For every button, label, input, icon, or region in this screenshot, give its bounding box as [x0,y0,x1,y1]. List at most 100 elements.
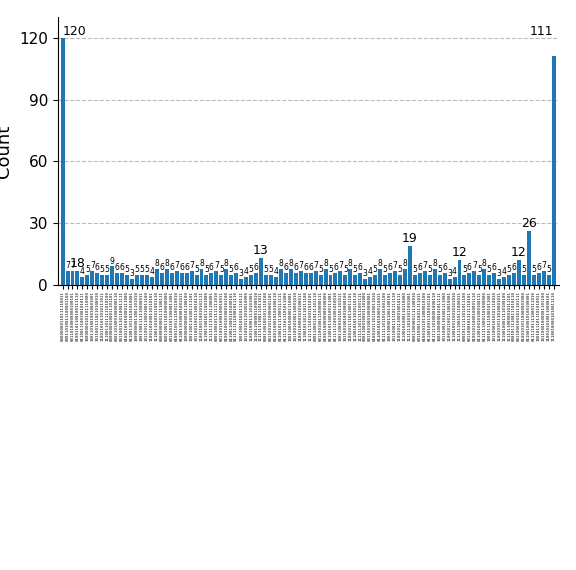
Bar [463,275,467,285]
Text: 7: 7 [70,261,75,270]
Bar [125,275,129,285]
Text: 111: 111 [530,25,554,38]
Bar [507,275,511,285]
Text: 12: 12 [452,246,467,259]
Bar [160,272,164,285]
Text: 6: 6 [418,263,422,272]
Bar [428,275,431,285]
Bar [190,271,194,285]
Text: 5: 5 [318,265,323,274]
Text: 7: 7 [175,261,179,270]
Bar [81,277,85,285]
Bar [284,272,288,285]
Bar [324,268,328,285]
Bar [418,272,422,285]
Bar [264,275,268,285]
Text: 6: 6 [120,263,124,272]
Bar [339,271,342,285]
Bar [115,272,119,285]
Text: 7: 7 [298,261,303,270]
Bar [497,279,501,285]
Bar [532,275,536,285]
Bar [328,275,332,285]
Bar [363,279,367,285]
Bar [492,272,496,285]
Text: 7: 7 [338,261,343,270]
Text: 13: 13 [253,244,269,257]
Text: 4: 4 [452,267,457,276]
Text: 4: 4 [502,267,506,276]
Bar [309,272,313,285]
Text: 5: 5 [145,265,149,274]
Text: 4: 4 [274,267,278,276]
Text: 5: 5 [219,265,223,274]
Text: 5: 5 [547,265,551,274]
Bar [408,246,412,285]
Bar [195,275,199,285]
Text: 6: 6 [308,263,313,272]
Text: 6: 6 [536,263,541,272]
Text: 7: 7 [472,261,477,270]
Bar [175,271,179,285]
Bar [358,272,362,285]
Bar [368,277,372,285]
Bar [130,279,134,285]
Text: 6: 6 [115,263,120,272]
Text: 6: 6 [303,263,308,272]
Bar [472,271,476,285]
Text: 8: 8 [289,259,293,268]
Text: 9: 9 [110,257,115,266]
Text: 5: 5 [532,265,536,274]
Bar [155,268,159,285]
Text: 7: 7 [189,261,194,270]
Text: 7: 7 [422,261,427,270]
Text: 3: 3 [497,270,502,278]
Bar [512,272,516,285]
Text: 8: 8 [403,259,407,268]
Text: 3: 3 [447,270,452,278]
Text: 7: 7 [90,261,95,270]
Bar [214,271,218,285]
Text: 5: 5 [507,265,511,274]
Bar [383,275,387,285]
Text: 7: 7 [65,261,70,270]
Bar [343,275,347,285]
Bar [403,268,407,285]
Text: 6: 6 [467,263,472,272]
Bar [150,277,154,285]
Text: 4: 4 [244,267,249,276]
Text: 6: 6 [333,263,338,272]
Bar [199,268,203,285]
Bar [185,272,188,285]
Text: 4: 4 [149,267,154,276]
Text: 8: 8 [154,259,159,268]
Bar [90,271,94,285]
Text: 7: 7 [214,261,219,270]
Text: 5: 5 [343,265,348,274]
Text: 6: 6 [253,263,259,272]
Bar [388,272,392,285]
Bar [254,272,258,285]
Bar [170,272,174,285]
Bar [66,271,70,285]
Text: 5: 5 [194,265,199,274]
Text: 6: 6 [492,263,497,272]
Text: 5: 5 [268,265,274,274]
Bar [313,271,317,285]
Text: 4: 4 [367,267,373,276]
Text: 5: 5 [135,265,139,274]
Bar [487,275,491,285]
Bar [502,277,506,285]
Text: 5: 5 [105,265,109,274]
Bar [180,272,184,285]
Bar [413,275,417,285]
Text: 7: 7 [313,261,318,270]
Text: 7: 7 [541,261,546,270]
Text: 6: 6 [358,263,363,272]
Bar [224,268,228,285]
Bar [219,275,223,285]
Bar [145,275,149,285]
Text: 5: 5 [382,265,388,274]
Text: 5: 5 [487,265,492,274]
Bar [517,260,521,285]
